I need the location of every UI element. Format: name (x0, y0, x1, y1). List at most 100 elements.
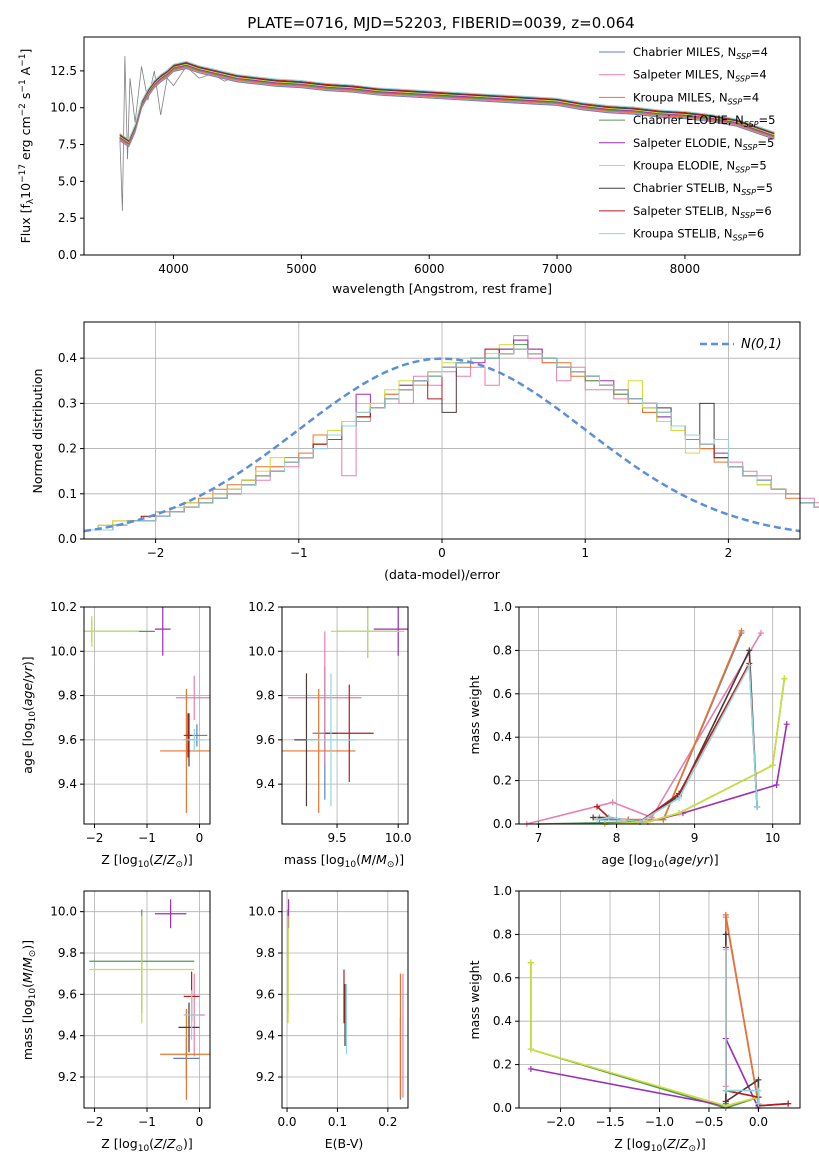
residuals-ytick-label: 0.3 (58, 396, 77, 410)
mass-vs-EBV-xtick-label: 0.2 (378, 1115, 397, 1129)
spectrum-ytick-label: 2.5 (58, 211, 77, 225)
weight-vs-age-xlabel: age [log10(age/yr)] (601, 852, 718, 870)
spectrum-model-line (119, 62, 775, 143)
mass-vs-Z-ytick-label: 9.2 (58, 1070, 77, 1084)
residuals-ytick-label: 0.0 (58, 532, 77, 546)
residuals-ytick-label: 0.1 (58, 487, 77, 501)
residuals-legend: N(0,1) (700, 337, 782, 352)
weight-vs-age-panel: 7 8 9 10 0.0 0.2 0.4 0.6 0.8 1.0 age [log10(age/y… (467, 600, 801, 870)
mass-vs-metallicity-ticks: −2 −1 0 9.2 9.4 9.6 9.8 10.0 (50, 905, 203, 1129)
spectrum-model-line (119, 67, 775, 148)
mass-weight-point (785, 1100, 792, 1107)
age-vs-metallicity-xlabel: Z [log10(Z/Z⊙)] (101, 852, 193, 870)
spectrum-legend-label: Salpeter MILES, NSSP=4 (633, 68, 767, 84)
mass-weight-point (722, 911, 729, 918)
mass-weight-point (773, 781, 780, 788)
spectrum-legend-label: Chabrier ELODIE, NSSP=5 (633, 113, 775, 129)
spectrum-legend-label: Kroupa MILES, NSSP=4 (633, 90, 759, 106)
spectrum-model-line (119, 66, 775, 146)
weight-vs-age-xtick-label: 7 (535, 831, 543, 845)
residuals-ytick-label: 0.4 (58, 351, 77, 365)
weight-vs-metallicity-panel: −2.0 −1.5 −1.0 −0.5 0.0 0.0 0.2 0.4 0.6 0.8 1.0 Z … (467, 884, 801, 1154)
mass-vs-extinction-ticks: 0.0 0.1 0.2 9.2 9.4 9.6 9.8 10.0 (248, 905, 397, 1129)
weight-vs-age-ytick-label: 0.0 (493, 817, 512, 831)
age-vs-metallicity-grid (84, 606, 210, 824)
weight-vs-metallicity-xlabel: Z [log10(Z/Z⊙)] (614, 1136, 706, 1154)
spectrum-legend-label: Chabrier MILES, NSSP=4 (633, 45, 768, 61)
weight-vs-age-ticks: 7 8 9 10 0.0 0.2 0.4 0.6 0.8 1.0 (493, 600, 780, 845)
spectrum-model-line (119, 60, 775, 141)
weight-vs-age-frame (518, 606, 801, 825)
age-vs-Z-ytick-label: 10.2 (50, 600, 77, 614)
mass-weight-point (722, 1087, 729, 1094)
mass-vs-extinction-panel: 0.0 0.1 0.2 9.2 9.4 9.6 9.8 10.0 E(B-V) (248, 890, 409, 1151)
weight-vs-Z-ytick-label: 0.6 (493, 971, 512, 985)
weight-vs-metallicity-ylabel: mass weight (467, 960, 482, 1039)
mass-weight-point (757, 630, 764, 637)
mass-weight-point (755, 1076, 762, 1083)
residuals-panel: −2 −1 0 1 2 0.0 0.1 0.2 0.3 0.4 N(0,1) (data-mode… (30, 321, 819, 582)
weight-vs-metallicity-marks (527, 911, 792, 1111)
mass-weight-point (781, 675, 788, 682)
age-vs-mass-ytick-label: 10.2 (248, 600, 275, 614)
spectrum-legend-label: Kroupa ELODIE, NSSP=5 (633, 159, 767, 175)
mass-vs-metallicity-marks (89, 899, 210, 1100)
mass-weight-point (722, 946, 729, 953)
age-vs-mass-xlabel: mass [log10(M/M⊙)] (284, 852, 404, 870)
age-vs-Z-ytick-label: 9.8 (58, 689, 77, 703)
weight-vs-Z-ytick-label: 1.0 (493, 884, 512, 898)
mass-weight-point (738, 627, 745, 634)
age-vs-mass-panel: 9.5 10.0 9.4 9.6 9.8 10.0 10.2 mass [log10(M/M… (248, 600, 411, 870)
weight-vs-age-xtick-label: 10 (765, 831, 780, 845)
mass-weight-point (769, 762, 776, 769)
residual-histogram-step (84, 348, 819, 531)
mass-weight-point (755, 1100, 762, 1107)
mass-weight-point (746, 662, 753, 669)
age-vs-Z-ytick-label: 10.0 (50, 644, 77, 658)
residual-histogram-step (84, 339, 819, 531)
age-vs-Z-ytick-label: 9.4 (58, 777, 77, 791)
age-vs-mass-ytick-label: 10.0 (248, 644, 275, 658)
spectrum-xtick-label: 6000 (414, 262, 445, 276)
residual-histogram-step (84, 335, 819, 531)
mass-vs-Z-xtick-label: −1 (138, 1115, 156, 1129)
mass-weight-point (605, 814, 612, 821)
residual-histogram-step (84, 344, 819, 531)
weight-vs-age-marks (523, 627, 790, 827)
mass-weight-line (530, 1038, 760, 1109)
mass-weight-point (783, 721, 790, 728)
weight-vs-metallicity-grid (519, 890, 800, 1109)
spectrum-model-line (119, 67, 775, 147)
spectrum-xlabel: wavelength [Angstrom, rest frame] (332, 281, 552, 296)
spectrum-xtick-label: 5000 (286, 262, 317, 276)
weight-vs-Z-xtick-label: −0.5 (694, 1115, 723, 1129)
spectrum-legend-label: Kroupa STELIB, NSSP=6 (633, 227, 764, 243)
age-vs-mass-ticks: 9.5 10.0 9.4 9.6 9.8 10.0 10.2 (248, 600, 411, 845)
mass-vs-metallicity-panel: −2 −1 0 9.2 9.4 9.6 9.8 10.0 Z [log10(Z/Z⊙)] ma… (20, 890, 211, 1154)
weight-vs-age-ytick-label: 0.8 (493, 643, 512, 657)
mass-vs-Z-ytick-label: 9.6 (58, 987, 77, 1001)
spectrum-ylabel: Flux [fλ10−17 erg cm−2 s−1 A−1] (18, 49, 36, 244)
weight-vs-age-ytick-label: 0.2 (493, 774, 512, 788)
mass-vs-EBV-ytick-label: 9.8 (256, 946, 275, 960)
mass-weight-point (590, 814, 597, 821)
spectrum-ytick-label: 0.0 (58, 248, 77, 262)
mass-weight-point (527, 1046, 534, 1053)
mass-vs-EBV-xtick-label: 0.1 (328, 1115, 347, 1129)
residuals-xtick-label: 0 (438, 546, 446, 560)
age-vs-metallicity-ylabel: age [log10(age/yr)] (20, 656, 38, 773)
mass-vs-extinction-marks (287, 899, 404, 1100)
mass-vs-extinction-grid (282, 891, 408, 1108)
mass-vs-extinction-frame (281, 890, 409, 1109)
weight-vs-Z-ytick-label: 0.8 (493, 927, 512, 941)
spectrum-xtick-label: 8000 (670, 262, 701, 276)
residuals-ytick-label: 0.2 (58, 442, 77, 456)
mass-weight-point (722, 931, 729, 938)
age-vs-mass-marks (282, 607, 408, 813)
weight-vs-Z-ytick-label: 0.4 (493, 1014, 512, 1028)
weight-vs-age-ytick-label: 0.4 (493, 730, 512, 744)
age-vs-metallicity-marks (84, 607, 210, 813)
mass-weight-point (722, 1098, 729, 1105)
spectrum-model-line (119, 61, 775, 142)
